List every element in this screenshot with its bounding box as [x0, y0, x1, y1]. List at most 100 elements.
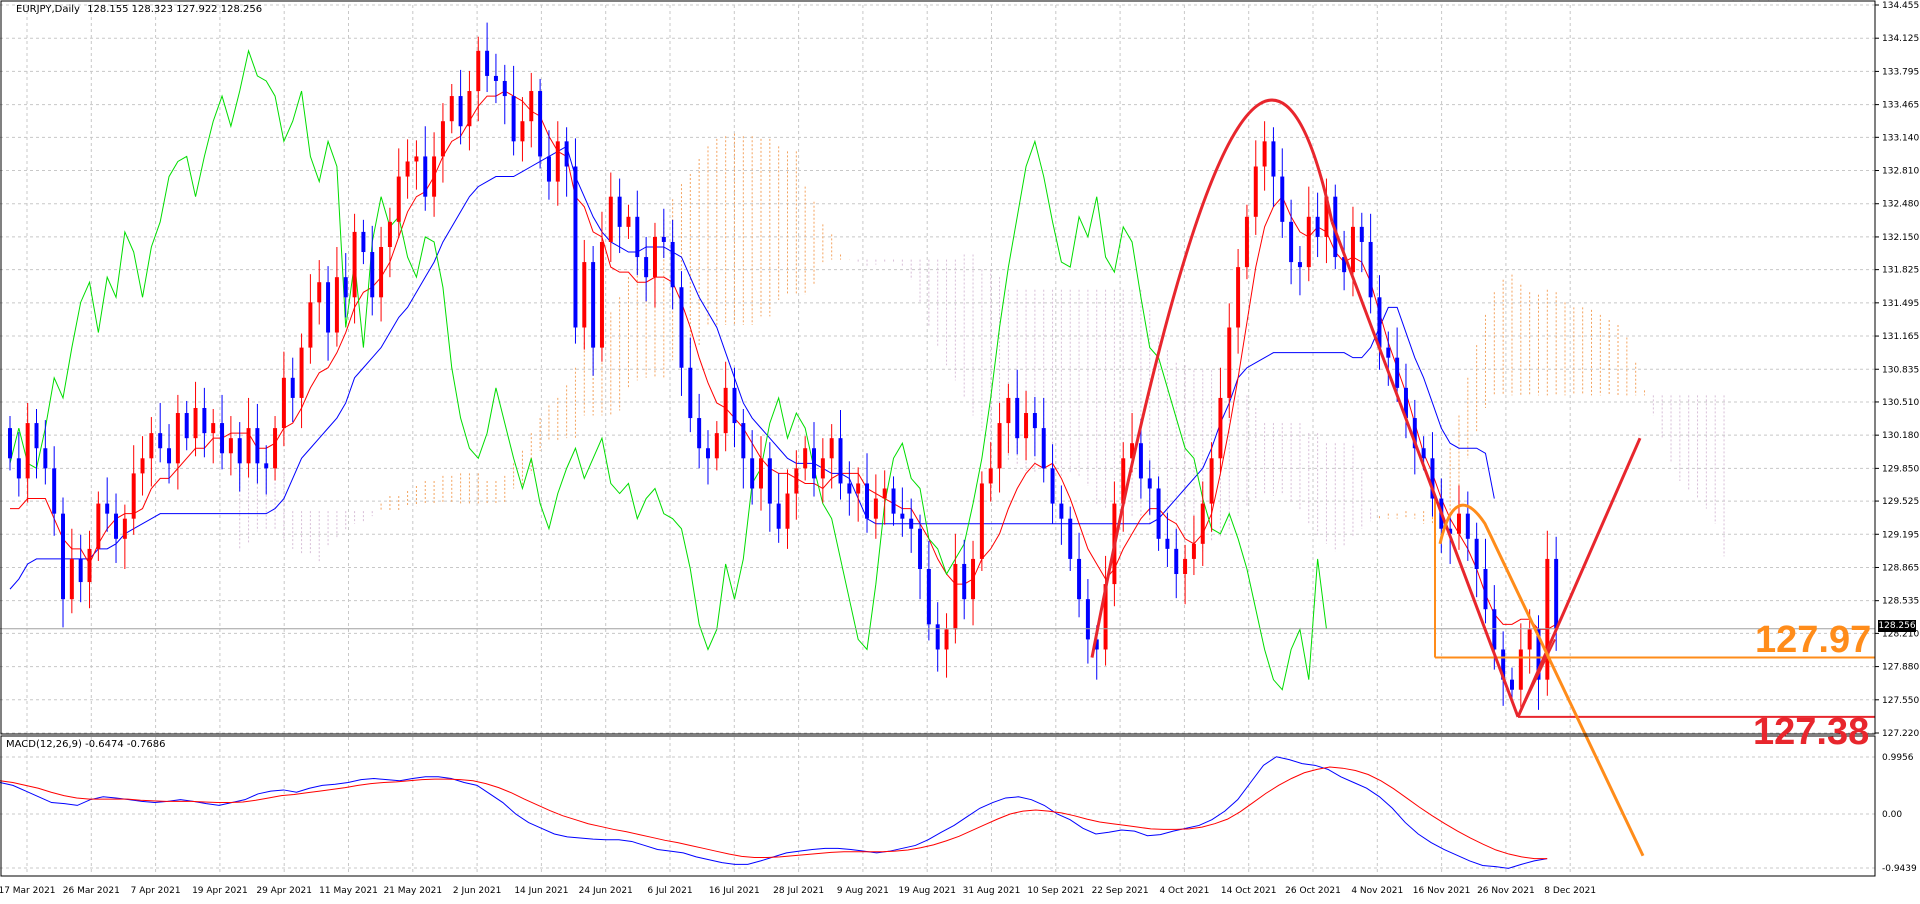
x-tick-label: 19 Apr 2021	[192, 886, 248, 896]
candle-body	[697, 418, 702, 449]
candle-body	[1271, 141, 1276, 177]
candle-body	[670, 241, 675, 288]
x-tick-label: 7 Apr 2021	[131, 886, 181, 896]
candle-body	[856, 483, 861, 494]
candle-body	[971, 558, 976, 600]
tenkan-sen-line	[10, 90, 1557, 630]
level-label-127-97: 127.97	[1755, 619, 1872, 661]
y-tick-label: 134.455	[1882, 1, 1919, 11]
x-tick-label: 22 Sep 2021	[1092, 886, 1149, 896]
macd-y-tick-label: 0.9956	[1882, 753, 1914, 763]
candle-body	[326, 282, 331, 333]
candle-body	[264, 463, 269, 469]
candle-body	[803, 448, 808, 469]
candle-body	[732, 387, 737, 424]
x-tick-label: 11 May 2021	[319, 886, 378, 896]
candles	[0, 22, 1875, 710]
candle-body	[25, 423, 30, 479]
candle-body	[78, 558, 83, 583]
candle-body	[1289, 221, 1294, 263]
candle-body	[573, 166, 578, 328]
candle-body	[1306, 216, 1311, 268]
candle-body	[1130, 443, 1135, 459]
candle-body	[812, 448, 816, 479]
x-tick-label: 26 Oct 2021	[1285, 886, 1341, 896]
candle-body	[679, 287, 684, 368]
candle-body	[493, 75, 498, 81]
candle-body	[599, 241, 604, 348]
candle-body	[1209, 458, 1214, 504]
candle-body	[1492, 609, 1497, 650]
candle-body	[555, 141, 560, 182]
candle-body	[1501, 649, 1506, 680]
candle-body	[626, 216, 631, 227]
y-tick-label: 129.195	[1882, 530, 1919, 540]
y-tick-label: 131.165	[1882, 332, 1919, 342]
candle-body	[449, 96, 454, 122]
candle-body	[776, 503, 781, 529]
candle-body	[175, 413, 180, 464]
candle-body	[1253, 166, 1258, 217]
candle-body	[61, 513, 65, 600]
candle-body	[1165, 538, 1170, 549]
candle-body	[220, 423, 225, 454]
ohlc-values: 128.155 128.323 127.922 128.256	[87, 4, 263, 15]
candle-body	[1244, 216, 1249, 268]
symbol-name: EURJPY,Daily	[16, 4, 80, 15]
candle-body	[1395, 357, 1400, 388]
candle-body	[1518, 649, 1523, 690]
candle-body	[1006, 397, 1011, 424]
kijun-sen-line	[9, 145, 1495, 590]
macd-label: MACD(12,26,9) -0.6474 -0.7686	[6, 739, 166, 750]
x-tick-label: 8 Dec 2021	[1544, 886, 1596, 896]
candle-body	[1227, 327, 1232, 398]
macd-panel	[0, 756, 1548, 869]
candle-body	[1059, 503, 1064, 519]
x-tick-label: 10 Sep 2021	[1027, 886, 1084, 896]
candle-body	[202, 407, 207, 434]
candle-body	[909, 518, 914, 529]
candle-body	[1412, 418, 1417, 449]
candle-body	[1085, 599, 1090, 640]
candle-body	[1174, 548, 1179, 575]
x-tick-label: 4 Nov 2021	[1351, 886, 1403, 896]
candle-body	[1121, 458, 1126, 504]
candle-body	[617, 196, 622, 227]
rounding-top-arc	[1090, 98, 1334, 658]
x-tick-label: 16 Jul 2021	[709, 886, 760, 896]
y-tick-label: 128.210	[1882, 629, 1919, 639]
candle-body	[281, 377, 286, 429]
y-tick-label: 133.140	[1882, 133, 1919, 143]
candle-body	[564, 141, 569, 167]
candle-body	[944, 629, 949, 650]
candle-body	[935, 624, 940, 650]
x-tick-label: 28 Jul 2021	[773, 886, 824, 896]
level-label-127-38: 127.38	[1753, 711, 1870, 753]
y-tick-label: 132.480	[1882, 200, 1919, 210]
x-tick-label: 4 Oct 2021	[1159, 886, 1209, 896]
candle-body	[1421, 448, 1426, 459]
candle-body	[652, 236, 657, 278]
macd-frame	[0, 735, 1876, 877]
y-tick-label: 127.550	[1882, 696, 1919, 706]
y-tick-label: 133.465	[1882, 101, 1919, 111]
candle-body	[1041, 428, 1046, 469]
candle-body	[891, 488, 896, 514]
candle-body	[105, 503, 110, 514]
x-tick-label: 2 Jun 2021	[453, 886, 501, 896]
candle-body	[1403, 387, 1408, 419]
candle-body	[414, 156, 419, 162]
candle-body	[1510, 679, 1514, 690]
y-tick-label: 127.880	[1882, 663, 1919, 673]
candle-body	[432, 156, 437, 197]
candle-body	[847, 483, 852, 494]
candle-body	[1297, 262, 1302, 268]
x-tick-label: 17 Mar 2021	[0, 886, 56, 896]
candle-body	[361, 231, 366, 253]
candle-body	[688, 367, 693, 419]
candle-body	[343, 277, 348, 298]
candle-body	[1474, 538, 1479, 569]
candle-body	[1094, 639, 1099, 650]
